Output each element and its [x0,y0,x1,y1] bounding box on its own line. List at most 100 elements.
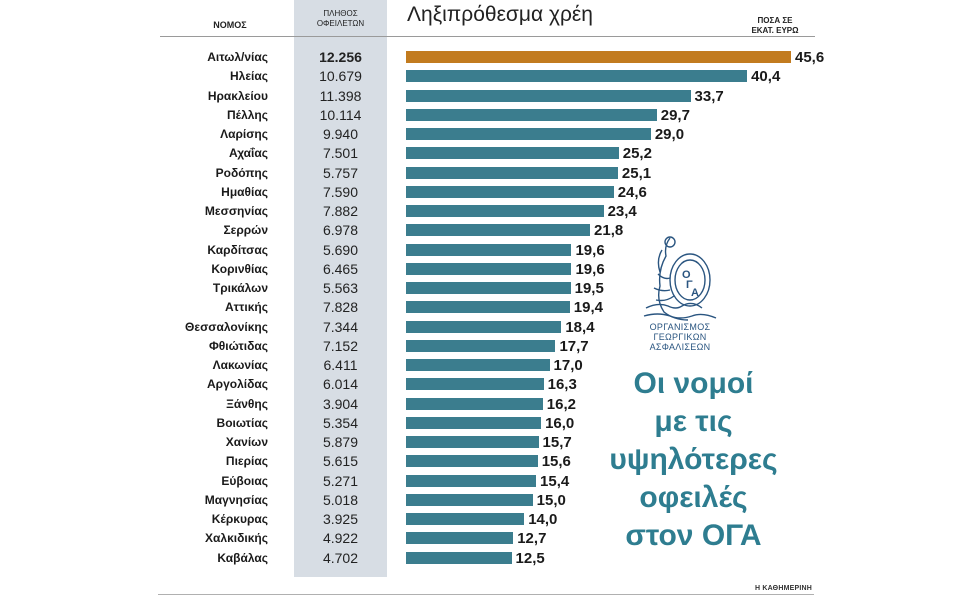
table-row: Ημαθίας 7.590 24,6 [0,183,958,202]
bar [406,70,748,83]
table-row: Λαρίσης 9.940 29,0 [0,125,958,144]
bar-value-label: 33,7 [694,87,724,105]
bar-value-label: 19,6 [575,260,605,278]
bar [406,493,533,506]
region-label: Μαγνησίας [204,492,268,507]
table-row: Καρδίτσας 5.690 19,6 [0,241,958,260]
debtors-count: 5.354 [322,414,359,431]
table-row: Πέλλης 10.114 29,7 [0,106,958,125]
debtors-header-line1: ΠΛΗΘΟΣ [323,9,358,18]
organization-name-line2: ΓΕΩΡΓΙΚΩΝ [653,332,707,342]
headline-line2: με τις [654,405,733,438]
table-row: Ηλείας 10.679 40,4 [0,67,958,86]
headline-line5: στον ΟΓΑ [625,519,762,552]
table-row: Κορινθίας 6.465 19,6 [0,260,958,279]
table-row: Βοιωτίας 5.354 16,0 [0,414,958,433]
debtors-count: 11.398 [319,87,362,104]
debtors-count: 6.978 [322,222,359,239]
table-row: Μεσσηνίας 7.882 23,4 [0,202,958,221]
table-row: Αττικής 7.828 19,4 [0,298,958,317]
amount-header-line2: ΕΚΑΤ. ΕΥΡΩ [751,26,799,35]
bar [406,532,514,545]
table-row: Λακωνίας 6.411 17,0 [0,356,958,375]
bar-value-label: 15,7 [542,434,572,451]
headline-line4: οφειλές [639,481,748,514]
oga-logo: ΟΓΑ [643,236,717,321]
debtors-column-background [294,0,387,577]
bar [406,359,550,371]
bar [406,262,572,275]
bar [406,416,542,429]
footer-divider [158,594,814,595]
region-label: Χανίων [225,435,268,449]
debtors-count: 5.690 [322,241,359,258]
bar-value-label: 17,7 [559,337,589,355]
bar-value-label: 21,8 [594,222,624,240]
region-column-header: ΝΟΜΟΣ [213,20,247,30]
bar-value-label: 19,4 [573,299,603,317]
region-label: Τρικάλων [212,281,268,295]
bar [406,128,651,140]
region-label: Θεσσαλονίκης [185,319,268,334]
table-row: Κέρκυρας 3.925 14,0 [0,510,958,529]
bar [406,455,538,468]
region-label: Καρδίτσας [207,242,268,257]
debtors-count: 10.114 [319,106,362,123]
debtors-count: 3.904 [322,395,359,412]
organization-name: ΟΡΓΑΝΙΣΜΟΣ ΓΕΩΡΓΙΚΩΝ ΑΣΦΑΛΙΣΕΩΝ [620,322,740,352]
bar [406,339,556,352]
amount-header-line1: ΠΟΣΑ ΣΕ [757,16,793,25]
debtors-count: 12.256 [319,49,362,65]
debtors-header-line2: ΟΦΕΙΛΕΤΩΝ [316,19,365,28]
chart-title: Ληξιπρόθεσμα χρέη [407,3,593,26]
bar-value-label: 40,4 [751,68,781,86]
region-label: Αργολίδας [207,377,268,392]
table-row: Φθιώτιδας 7.152 17,7 [0,337,958,356]
region-label: Μεσσηνίας [204,204,268,218]
region-label: Ξάνθης [226,396,268,411]
debtors-count: 4.702 [322,549,359,566]
debtors-count: 10.679 [319,68,362,85]
region-label: Λακωνίας [212,358,268,372]
region-label: Αττικής [225,300,268,315]
bar [406,243,572,256]
bar-value-label: 12,5 [515,549,545,567]
bar [406,51,791,63]
debtors-count: 9.940 [322,126,359,142]
region-label: Φθιώτιδας [208,338,268,353]
bar [406,551,512,564]
table-row: Αχαΐας 7.501 25,2 [0,144,958,163]
table-row: Πιερίας 5.615 15,6 [0,452,958,471]
bar-value-label: 15,0 [536,491,566,509]
bar-value-label: 19,6 [575,241,605,259]
bar [406,474,537,487]
bar [406,301,570,314]
table-row: Τρικάλων 5.563 19,5 [0,279,958,298]
bar-value-label: 14,0 [528,511,558,528]
bar-value-label: 17,0 [553,357,583,374]
debtors-count: 5.615 [322,453,359,470]
debtors-count: 4.922 [322,530,359,547]
table-row: Αργολίδας 6.014 16,3 [0,375,958,394]
svg-text:Ο: Ο [682,269,691,281]
table-row: Εύβοιας 5.271 15,4 [0,472,958,491]
region-label: Κέρκυρας [211,512,268,526]
debtors-count: 7.828 [322,299,359,316]
bar [406,205,604,217]
debtors-count: 3.925 [322,511,359,527]
svg-text:Γ: Γ [686,279,693,291]
bar-value-label: 16,0 [545,414,575,432]
table-row: Ξάνθης 3.904 16,2 [0,395,958,414]
bar [406,224,591,237]
bar-value-label: 19,5 [574,280,604,297]
bar-value-label: 25,2 [622,145,652,163]
bar-value-label: 45,6 [795,49,825,66]
source-credit: Η ΚΑΘΗΜΕΡΙΝΗ [754,585,812,592]
table-row: Χανίων 5.879 15,7 [0,433,958,452]
debtors-count: 7.501 [322,145,359,162]
bar [406,166,618,179]
region-label: Πιερίας [225,454,268,469]
amount-column-header: ΠΟΣΑ ΣΕ ΕΚΑΤ. ΕΥΡΩ [735,16,815,36]
table-row: Θεσσαλονίκης 7.344 18,4 [0,318,958,337]
svg-text:Α: Α [691,287,699,299]
